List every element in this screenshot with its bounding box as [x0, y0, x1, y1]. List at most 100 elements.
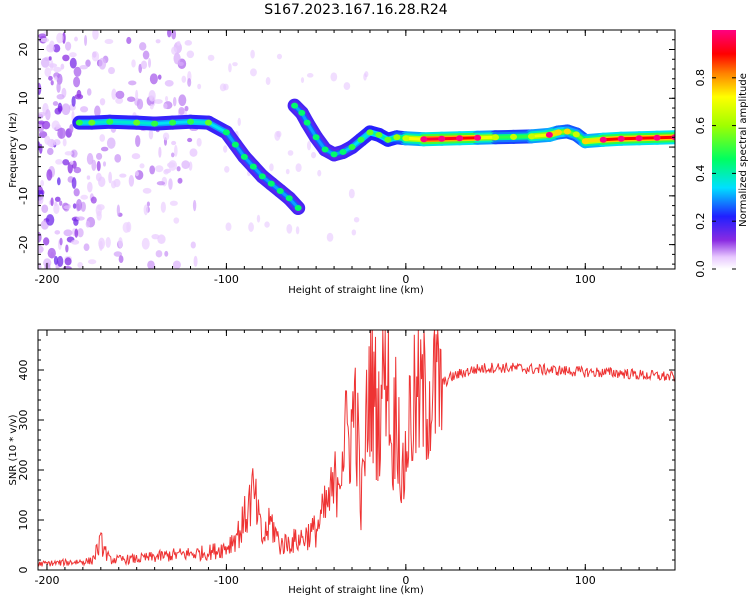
noise-cell — [286, 224, 292, 234]
noise-cell — [178, 94, 186, 106]
noise-cell — [91, 197, 97, 204]
ridge-point — [295, 205, 302, 211]
noise-cell — [80, 65, 88, 69]
x-tick-label: 100 — [575, 574, 596, 587]
noise-cell — [44, 135, 50, 144]
ridge-point — [618, 136, 625, 142]
noise-cell — [224, 166, 229, 173]
noise-cell — [38, 33, 46, 38]
noise-cell — [46, 44, 55, 53]
noise-cell — [171, 152, 175, 157]
ridge-point — [420, 136, 427, 142]
ridge-point — [393, 134, 400, 140]
noise-cell — [48, 76, 53, 81]
noise-cell — [170, 201, 178, 206]
noise-cell — [92, 51, 99, 61]
noise-cell — [103, 161, 106, 166]
ridge-point — [76, 120, 83, 126]
noise-cell — [349, 189, 355, 199]
noise-cell — [50, 197, 53, 206]
noise-cell — [65, 257, 72, 265]
noise-cell — [156, 250, 163, 257]
noise-cell — [363, 73, 367, 80]
noise-cell — [264, 221, 269, 227]
noise-cell — [62, 55, 69, 62]
noise-cell — [149, 165, 155, 174]
noise-cell — [139, 42, 146, 50]
noise-cell — [164, 251, 168, 257]
y-tick-label: 400 — [17, 360, 30, 381]
ridge-point — [223, 129, 230, 135]
colorbar: 0.00.20.40.60.8 Normalized spectral ampl… — [694, 30, 749, 278]
noise-cell — [48, 63, 57, 68]
noise-cell — [105, 39, 114, 44]
noise-cell — [126, 222, 131, 233]
noise-cell — [61, 64, 65, 70]
noise-cell — [181, 76, 186, 83]
noise-cell — [70, 161, 74, 165]
x-tick-label: -200 — [34, 574, 59, 587]
y-tick-label: 0 — [17, 567, 30, 574]
noise-cell — [296, 163, 302, 172]
noise-cell — [194, 256, 198, 267]
noise-cell — [126, 37, 131, 44]
noise-cell — [98, 176, 105, 187]
x-tick-label: -200 — [34, 273, 59, 286]
snr-xlabel: Height of straight line (km) — [288, 585, 424, 596]
noise-cell — [191, 241, 196, 248]
y-tick-label: -20 — [17, 236, 30, 254]
y-tick-label: 20 — [17, 43, 30, 57]
noise-cell — [174, 145, 178, 157]
ridge-point — [232, 142, 239, 148]
noise-cell — [127, 96, 135, 102]
noise-cell — [154, 99, 163, 104]
noise-cell — [257, 215, 260, 223]
noise-cell — [87, 153, 94, 165]
snr-series — [38, 330, 674, 566]
noise-cell — [129, 175, 134, 187]
ridge-point — [600, 137, 607, 143]
noise-cell — [62, 159, 69, 165]
noise-cell — [354, 217, 360, 222]
noise-cell — [64, 205, 71, 209]
noise-cell — [288, 150, 294, 156]
ridge-point — [291, 103, 298, 109]
noise-cell — [101, 147, 108, 152]
noise-cell — [250, 68, 257, 76]
ridge-point — [357, 137, 364, 143]
noise-cell — [100, 98, 105, 105]
noise-cell — [148, 58, 151, 68]
x-tick-label: -100 — [214, 273, 239, 286]
ridge-point — [573, 131, 580, 137]
noise-cell — [223, 145, 227, 153]
snr-ylabel: SNR (10 * v/v) — [8, 414, 19, 485]
ridge-point — [582, 138, 589, 144]
noise-cell — [59, 127, 62, 138]
noise-cell — [39, 144, 42, 154]
ridge-point — [654, 135, 661, 141]
noise-cell — [143, 188, 152, 194]
noise-cell — [58, 106, 63, 112]
noise-cell — [69, 52, 77, 57]
noise-cell — [177, 41, 181, 46]
ridge-point — [528, 133, 535, 139]
ridge-point — [402, 135, 409, 141]
noise-cell — [65, 151, 73, 155]
noise-cell — [51, 80, 54, 85]
ridge-point — [546, 132, 553, 138]
ridge-point — [277, 188, 284, 194]
ridge-point — [169, 120, 176, 126]
noise-cell — [141, 61, 147, 70]
noise-cell — [274, 131, 280, 141]
noise-cell — [131, 59, 136, 67]
noise-cell — [165, 80, 174, 87]
colorbar-tick-label: 0.0 — [694, 260, 707, 278]
noise-cell — [208, 55, 215, 61]
x-tick-label: -100 — [214, 574, 239, 587]
noise-cell — [96, 211, 101, 221]
noise-cell — [173, 53, 180, 64]
noise-cell — [173, 260, 181, 269]
noise-cell — [173, 217, 179, 223]
noise-cell — [69, 124, 73, 133]
colorbar-gradient — [712, 30, 736, 269]
